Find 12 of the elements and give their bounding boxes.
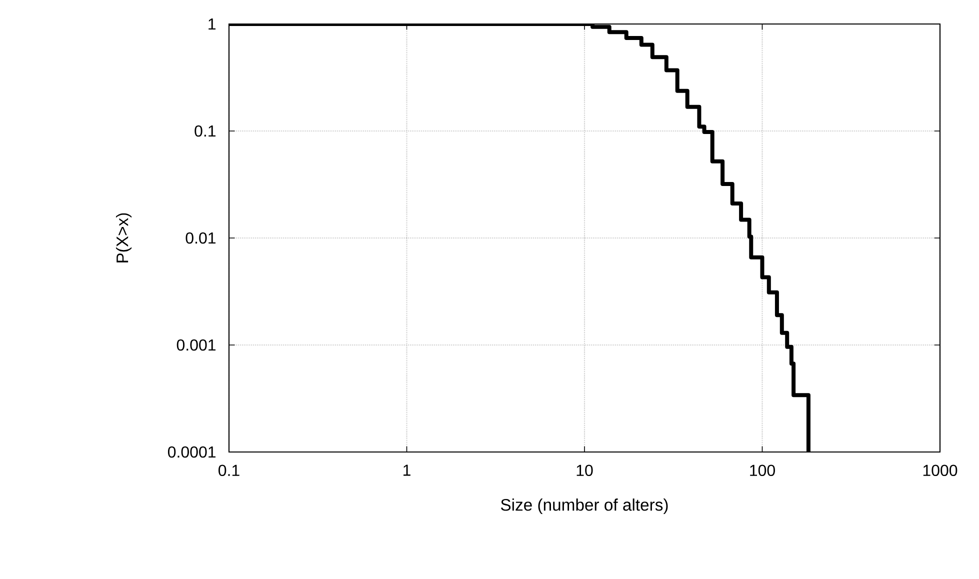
x-tick-label: 10 xyxy=(576,464,593,476)
y-tick-label: 0.01 xyxy=(186,232,216,244)
x-tick-label: 1000 xyxy=(923,464,958,476)
y-tick-label: 0.001 xyxy=(176,339,216,351)
x-tick-label: 100 xyxy=(750,464,775,476)
y-tick-label: 1 xyxy=(208,18,216,30)
x-tick-label: 0.1 xyxy=(218,464,240,476)
x-tick-label: 1 xyxy=(404,464,410,476)
x-axis-title: Size (number of alters) xyxy=(500,498,668,514)
y-axis-title: P(X>x) xyxy=(116,213,132,262)
y-tick-label: 0.1 xyxy=(194,125,216,137)
y-tick-label: 0.0001 xyxy=(168,446,216,458)
